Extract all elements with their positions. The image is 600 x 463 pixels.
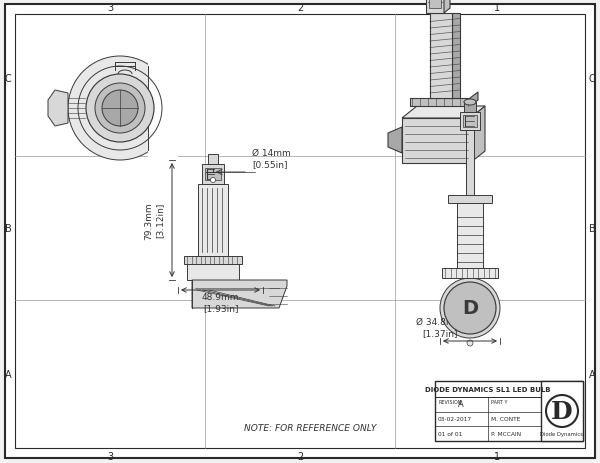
Bar [435,381,583,441]
Text: DIODE DYNAMICS SL1 LED BULB: DIODE DYNAMICS SL1 LED BULB [425,386,551,392]
Text: 2: 2 [297,451,303,461]
Text: B: B [5,224,11,233]
Text: Ø 14mm
[0.55in]: Ø 14mm [0.55in] [252,149,291,169]
Text: B: B [589,224,595,233]
Bar [198,185,228,257]
Bar [466,131,474,195]
Text: Diode Dynamics: Diode Dynamics [541,432,583,437]
Text: A: A [5,369,11,379]
Text: Ø 34.8mm
[1.37in]: Ø 34.8mm [1.37in] [416,317,464,337]
Bar [442,269,498,278]
Text: NOTE: FOR REFERENCE ONLY: NOTE: FOR REFERENCE ONLY [244,424,376,432]
Text: 79.3mm
[3.12in]: 79.3mm [3.12in] [144,202,164,239]
Bar [464,103,476,113]
Bar [452,14,460,99]
Circle shape [467,340,473,346]
Polygon shape [402,119,470,163]
Circle shape [444,282,496,334]
Bar [202,165,224,185]
Polygon shape [470,93,478,107]
Circle shape [68,57,172,161]
Text: C: C [589,74,595,84]
Polygon shape [48,91,68,127]
Bar [148,54,178,163]
Polygon shape [470,107,485,163]
Text: D: D [551,399,573,423]
Bar [448,195,492,204]
Text: 2: 2 [297,3,303,13]
Polygon shape [388,128,402,154]
Bar [184,257,242,264]
Polygon shape [192,281,287,308]
Circle shape [546,395,578,427]
Text: 01 of 01: 01 of 01 [438,432,462,437]
Text: PART Y: PART Y [491,399,508,404]
Text: D: D [462,299,478,318]
Circle shape [102,91,138,127]
Text: P. MCCAIN: P. MCCAIN [491,432,521,437]
Polygon shape [444,0,450,14]
Text: 1: 1 [494,451,500,461]
Circle shape [95,84,145,134]
Text: 48.9mm
[1.93in]: 48.9mm [1.93in] [202,292,239,313]
Text: 03-02-2017: 03-02-2017 [438,416,472,421]
Polygon shape [402,107,485,119]
Bar [205,169,221,181]
Text: M. CONTE: M. CONTE [491,416,520,421]
Bar [426,0,444,14]
Ellipse shape [464,100,476,106]
Text: A: A [458,400,464,409]
Circle shape [440,278,500,338]
Bar [208,155,218,165]
Bar [463,116,477,128]
Bar [430,14,452,99]
Text: REVISION: REVISION [438,399,461,404]
Bar [457,204,483,269]
Text: A: A [589,369,595,379]
Text: C: C [5,74,11,84]
Bar [429,0,441,9]
Bar [187,264,239,281]
Text: 3: 3 [107,451,113,461]
Bar [541,381,583,441]
Circle shape [211,178,215,183]
Text: 1: 1 [494,3,500,13]
Bar [460,113,480,131]
Circle shape [86,75,154,143]
Polygon shape [410,99,470,107]
Text: 3: 3 [107,3,113,13]
